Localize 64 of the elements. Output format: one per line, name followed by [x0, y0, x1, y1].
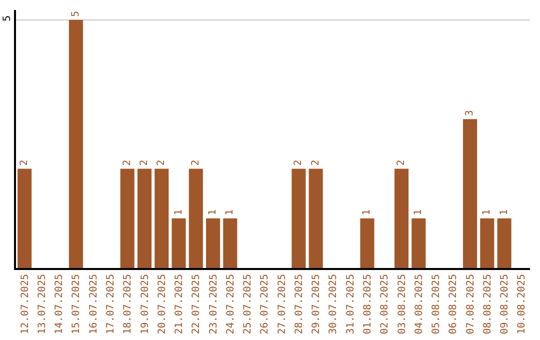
data-label: 2	[293, 160, 304, 166]
bar	[480, 218, 494, 268]
bar	[172, 218, 186, 268]
x-tick-label: 28.07.2025	[294, 274, 305, 334]
x-tick-label: 13.07.2025	[36, 274, 48, 334]
x-tick-label: 17.07.2025	[105, 274, 116, 334]
x-tick-label: 16.07.2025	[88, 274, 100, 334]
x-tick-label: 09.08.2025	[500, 274, 511, 334]
x-tick-label: 10.08.2025	[516, 274, 528, 334]
x-tick-label: 21.07.2025	[174, 274, 186, 334]
bar	[154, 168, 169, 268]
x-tick-label: 12.07.2025	[20, 274, 31, 334]
bar	[18, 168, 32, 268]
data-label: 2	[19, 160, 30, 166]
x-tick-label: 20.07.2025	[156, 274, 168, 334]
x-tick-label: 23.07.2025	[208, 274, 220, 334]
bar	[188, 168, 203, 268]
x-tick-label: 02.08.2025	[380, 274, 391, 334]
x-tick-label: 04.08.2025	[414, 274, 425, 334]
bar	[463, 119, 478, 268]
x-tick-label: 19.07.2025	[140, 274, 151, 334]
data-label: 2	[156, 160, 168, 166]
x-tick-label: 07.08.2025	[465, 274, 476, 334]
x-tick-label: 30.07.2025	[328, 274, 340, 334]
data-label: 1	[482, 209, 493, 216]
bar	[308, 168, 323, 268]
data-label: 1	[413, 209, 424, 216]
data-label: 2	[396, 160, 407, 166]
bar	[360, 218, 374, 268]
data-label: 1	[173, 209, 184, 216]
data-label: 1	[362, 209, 373, 216]
bar	[120, 168, 134, 268]
data-label: 2	[190, 160, 202, 166]
data-label: 1	[208, 209, 219, 216]
data-label: 3	[464, 110, 476, 116]
x-tick-label: 27.07.2025	[276, 274, 288, 334]
bar	[206, 218, 220, 268]
data-label: 5	[70, 10, 82, 17]
bar	[412, 218, 426, 268]
data-label: 1	[224, 209, 236, 216]
x-tick-label: 01.08.2025	[362, 274, 374, 334]
bar	[394, 168, 409, 268]
bar	[137, 168, 152, 268]
x-tick-label: 06.08.2025	[448, 274, 460, 334]
bar	[292, 168, 306, 268]
x-tick-label: 08.08.2025	[482, 274, 494, 334]
bar	[68, 20, 83, 268]
x-tick-label: 22.07.2025	[191, 274, 202, 334]
x-tick-label: 14.07.2025	[54, 274, 66, 334]
x-tick-label: 03.08.2025	[396, 274, 408, 334]
x-tick-label: 29.07.2025	[311, 274, 322, 334]
x-tick-label: 26.07.2025	[260, 274, 271, 334]
data-label: 2	[139, 160, 150, 166]
x-tick-label: 25.07.2025	[242, 274, 254, 334]
data-label: 2	[310, 160, 322, 166]
bar	[497, 218, 512, 268]
data-label: 1	[498, 209, 510, 216]
x-tick-label: 24.07.2025	[225, 274, 236, 334]
x-tick-label: 18.07.2025	[122, 274, 134, 334]
x-tick-label: 31.07.2025	[345, 274, 356, 334]
bar	[223, 218, 238, 268]
x-tick-label: 15.07.2025	[71, 274, 82, 334]
x-tick-label: 05.08.2025	[431, 274, 442, 334]
data-label: 2	[122, 160, 133, 166]
